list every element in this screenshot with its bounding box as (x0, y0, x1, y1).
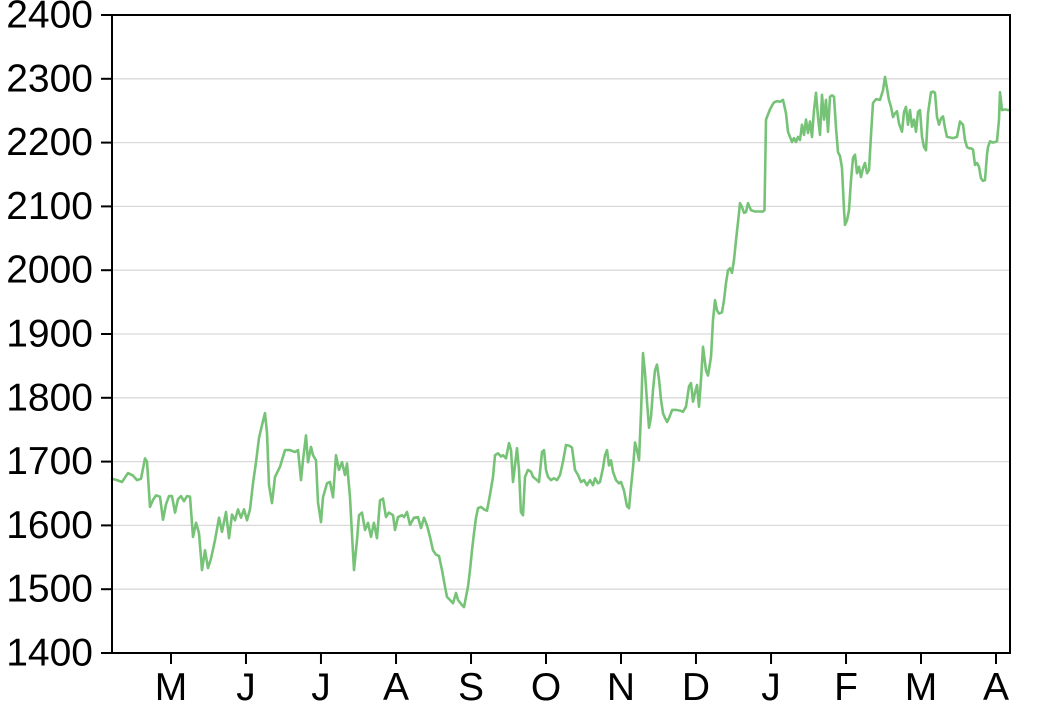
price-line (110, 75, 1012, 609)
x-tick-label: F (834, 666, 858, 708)
y-tick-label: 1700 (6, 440, 93, 483)
x-tick-label: S (458, 666, 484, 708)
x-tick-label: J (311, 666, 331, 708)
y-tick-label: 2000 (6, 249, 93, 292)
x-tick-label: A (383, 666, 409, 708)
x-tick-label: D (682, 666, 710, 708)
y-tick-label: 2200 (6, 121, 93, 164)
y-tick-label: 2100 (6, 185, 93, 228)
y-tick-label: 1900 (6, 313, 93, 356)
x-tick-label: M (905, 666, 938, 708)
y-tick-label: 1800 (6, 376, 93, 419)
x-tick-label: J (761, 666, 781, 708)
y-tick-label: 2400 (6, 0, 93, 37)
y-tick-label: 1600 (6, 504, 93, 547)
x-tick-label: O (531, 666, 561, 708)
x-tick-label: N (607, 666, 635, 708)
y-tick-label: 1500 (6, 568, 93, 611)
x-tick-label: M (155, 666, 188, 708)
y-tick-label: 1400 (6, 632, 93, 675)
x-tick-label: A (983, 666, 1009, 708)
x-tick-label: J (236, 666, 256, 708)
y-tick-label: 2300 (6, 57, 93, 100)
